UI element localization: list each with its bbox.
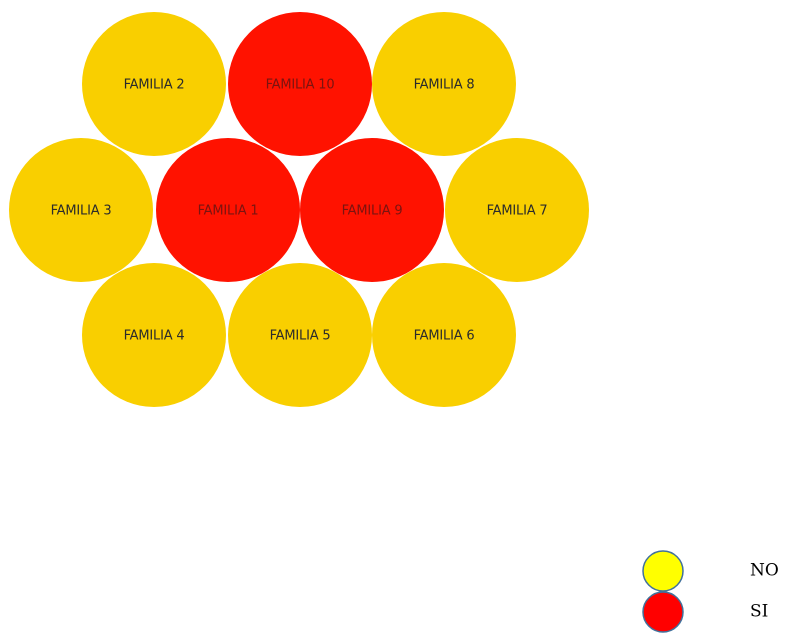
family-circle xyxy=(82,263,226,407)
family-label: FAMILIA 1 xyxy=(198,204,259,219)
legend-swatch xyxy=(642,591,684,633)
family-circle xyxy=(300,138,444,282)
family-label: FAMILIA 6 xyxy=(414,329,475,344)
family-circle xyxy=(372,263,516,407)
family-label: FAMILIA 10 xyxy=(266,78,335,93)
legend-label: NO xyxy=(750,561,779,581)
family-circle xyxy=(228,12,372,156)
family-label: FAMILIA 9 xyxy=(342,204,403,219)
family-circle xyxy=(82,12,226,156)
family-label: FAMILIA 5 xyxy=(270,329,331,344)
family-circle xyxy=(9,138,153,282)
family-label: FAMILIA 8 xyxy=(414,78,475,93)
family-label: FAMILIA 7 xyxy=(487,204,548,219)
legend-label: SI xyxy=(750,602,768,622)
family-circle xyxy=(228,263,372,407)
family-circle xyxy=(445,138,589,282)
family-label: FAMILIA 3 xyxy=(51,204,112,219)
family-circle xyxy=(372,12,516,156)
family-label: FAMILIA 2 xyxy=(124,78,185,93)
legend-swatch xyxy=(642,550,684,592)
family-circle xyxy=(156,138,300,282)
family-label: FAMILIA 4 xyxy=(124,329,185,344)
